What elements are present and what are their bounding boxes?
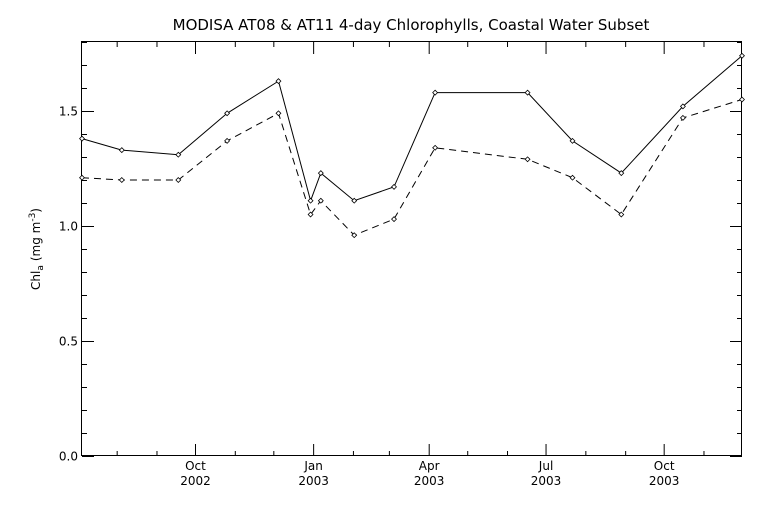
y-axis-label-units: (mg m <box>29 222 43 262</box>
series-layer <box>79 52 745 239</box>
x-tick-year-label: 2003 <box>298 474 329 488</box>
series-solid-point <box>391 183 397 190</box>
series-solid-point <box>79 135 85 142</box>
x-tick-month-label: Oct <box>654 459 675 473</box>
series-dashed-point <box>118 177 125 183</box>
series-dashed-point <box>569 174 576 181</box>
series-dashed-point <box>307 211 314 218</box>
y-axis-label-units-end: ) <box>29 208 43 213</box>
y-tick-label: 1.0 <box>59 220 78 234</box>
series-dashed-point <box>175 177 182 183</box>
series-solid-point <box>432 89 439 96</box>
y-axis-label-main: Chl <box>29 271 43 290</box>
series-dashed-point <box>739 96 745 103</box>
series-solid-point <box>224 110 231 117</box>
series-solid-point <box>307 197 314 204</box>
x-tick-year-label: 2003 <box>649 474 680 488</box>
series-solid-point <box>618 170 625 177</box>
series-solid-point <box>569 137 576 144</box>
series-dashed-point <box>524 156 531 163</box>
y-axis: 0.0 0.5 1.0 1.5 <box>59 42 742 464</box>
series-solid-point <box>175 151 182 158</box>
series-solid-point <box>351 197 358 204</box>
y-tick-label: 0.5 <box>59 335 78 349</box>
series-solid-point <box>275 78 282 85</box>
series-dashed-point <box>351 232 358 239</box>
x-tick-month-label: Apr <box>419 459 440 473</box>
x-tick-month-label: Oct <box>185 459 206 473</box>
series-solid-point <box>317 170 324 177</box>
x-tick-year-label: 2003 <box>414 474 445 488</box>
series-dashed-point <box>432 144 439 151</box>
series-dashed-point <box>224 137 231 144</box>
series-solid-point <box>739 52 745 59</box>
chart-title: MODISA AT08 & AT11 4-day Chlorophylls, C… <box>173 16 650 34</box>
series-dashed-line <box>81 99 743 236</box>
plot-frame <box>81 41 742 456</box>
x-tick-month-label: Jul <box>538 459 553 473</box>
series-dashed-point <box>618 211 625 218</box>
y-axis-label-superscript: -3 <box>28 213 38 222</box>
y-tick-label: 1.5 <box>59 105 78 119</box>
y-axis-label: Chla (mg m-3) <box>28 208 46 290</box>
series-dashed-point <box>79 174 85 181</box>
series-solid-point <box>679 103 686 110</box>
series-solid-point <box>524 89 531 96</box>
series-dashed-point <box>679 114 686 121</box>
series-dashed-point <box>275 110 282 117</box>
x-tick-year-label: 2003 <box>531 474 562 488</box>
series-solid-line <box>81 55 743 203</box>
y-tick-label: 0.0 <box>59 450 78 464</box>
x-tick-month-label: Jan <box>303 459 323 473</box>
series-dashed-point <box>391 216 397 223</box>
x-tick-year-label: 2002 <box>180 474 211 488</box>
series-dashed-point <box>317 197 324 204</box>
y-axis-label-subscript: a <box>36 265 46 271</box>
series-solid-point <box>118 147 125 154</box>
